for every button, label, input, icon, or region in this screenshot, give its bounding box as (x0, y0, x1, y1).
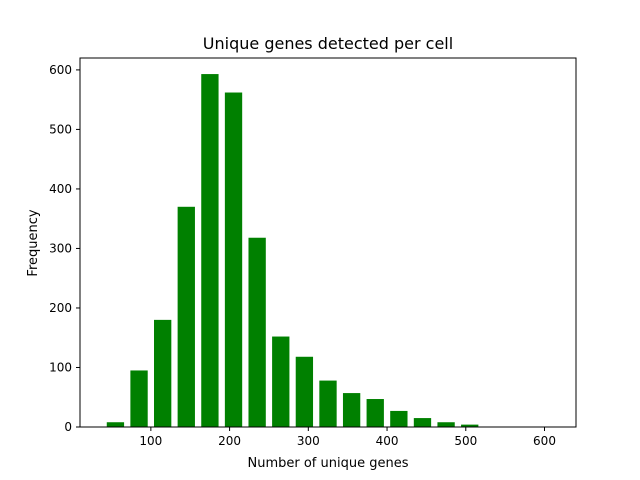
y-tick-label: 100 (49, 360, 72, 374)
x-axis-label: Number of unique genes (248, 456, 409, 471)
y-axis-label: Frequency (26, 209, 41, 276)
x-tick-label: 100 (139, 434, 162, 448)
y-tick-label: 300 (49, 241, 72, 255)
histogram-bar (461, 424, 479, 427)
y-tick-label: 500 (49, 122, 72, 136)
plot-frame (79, 57, 577, 428)
x-tick-label: 200 (218, 434, 241, 448)
x-tick-label: 400 (376, 434, 399, 448)
histogram-bar (366, 399, 384, 427)
histogram-bar (201, 74, 219, 428)
histogram-bar (437, 422, 455, 427)
x-tick-label: 600 (533, 434, 556, 448)
histogram-bar (413, 418, 432, 427)
histogram-bar (390, 410, 408, 427)
y-tick-label: 200 (49, 301, 72, 315)
chart-title: Unique genes detected per cell (203, 34, 453, 53)
y-ticks-group: 0 100 200 300 400 500 600 (49, 63, 80, 434)
histogram-bar (272, 336, 290, 427)
x-tick-label: 300 (297, 434, 320, 448)
x-tick-label: 500 (454, 434, 477, 448)
histogram-bar (295, 356, 314, 427)
histogram-bar (154, 319, 172, 427)
bars-group (106, 74, 479, 428)
x-ticks-group: 100 200 300 400 500 600 (139, 427, 556, 448)
histogram-bar (106, 422, 125, 427)
y-tick-label: 600 (49, 63, 72, 77)
y-tick-label: 0 (64, 420, 72, 434)
histogram-bar (224, 92, 243, 428)
histogram-bar (342, 393, 361, 427)
histogram-bar (248, 237, 266, 427)
histogram-bar (130, 370, 148, 427)
histogram-bar (319, 380, 337, 427)
histogram-bar (177, 206, 195, 427)
y-tick-label: 400 (49, 182, 72, 196)
